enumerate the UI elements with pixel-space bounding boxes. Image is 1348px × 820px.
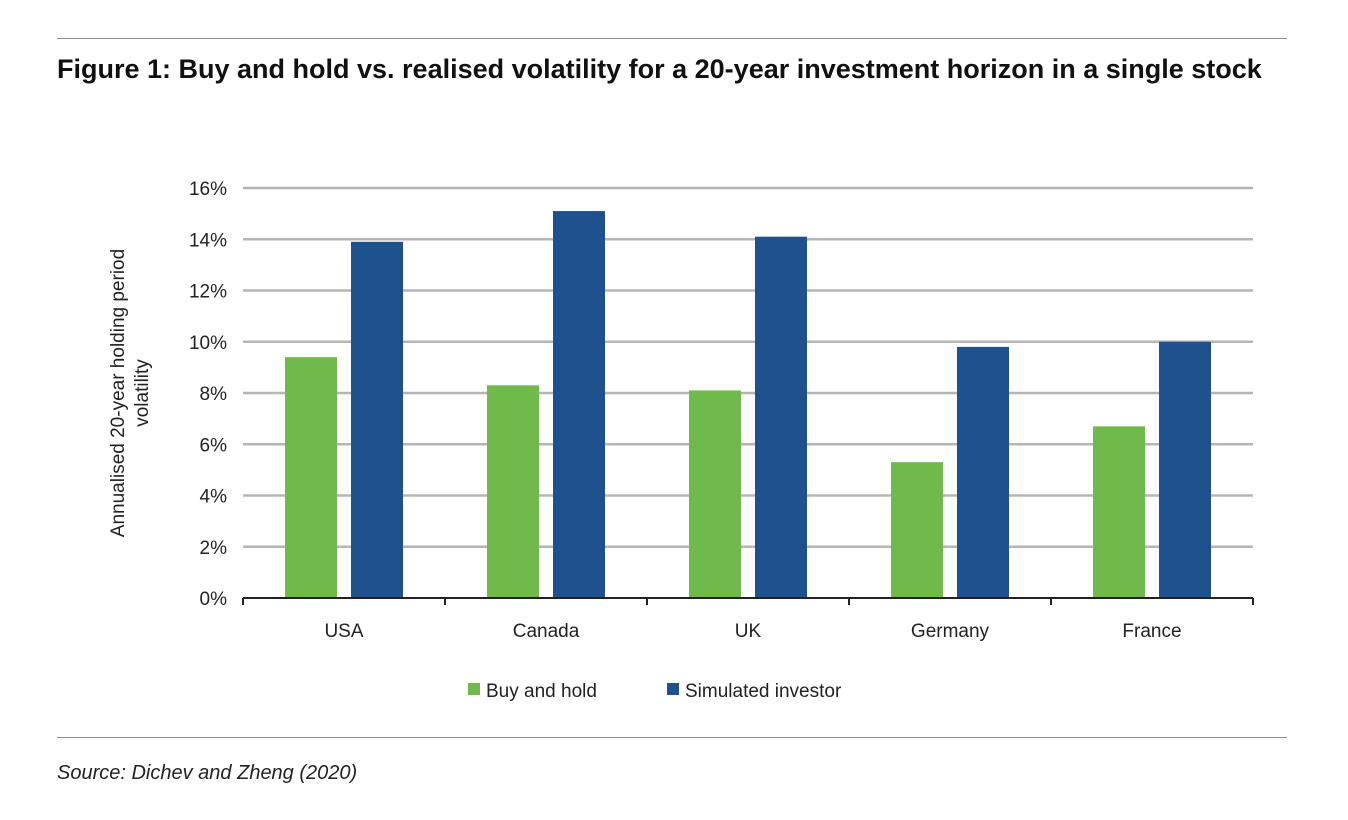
x-tick-label: France [1122,621,1181,642]
bar-buy-and-hold-uk [689,390,741,598]
source-note: Source: Dichev and Zheng (2020) [57,762,358,784]
legend-label: Simulated investor [685,681,842,702]
legend-label: Buy and hold [486,681,597,702]
legend-swatch [468,683,480,695]
x-tick-label: Canada [513,621,580,642]
y-tick-label: 10% [189,333,227,354]
y-tick-label: 0% [200,589,228,610]
bar-buy-and-hold-germany [891,462,943,598]
bar-simulated-investor-canada [553,211,605,598]
bottom-rule [57,737,1287,738]
y-axis-label: Annualised 20-year holding period volatil… [108,249,153,537]
x-tick-label: USA [324,621,363,642]
x-tick-label: UK [735,621,762,642]
bar-simulated-investor-usa [351,241,403,598]
figure-title: Figure 1: Buy and hold vs. realised vola… [57,54,1262,84]
bar-simulated-investor-germany [957,346,1009,598]
y-tick-label: 8% [200,384,228,405]
y-tick-label: 4% [200,487,228,508]
x-tick-label: Germany [911,621,990,642]
bar-buy-and-hold-france [1093,426,1145,598]
y-tick-label: 2% [200,538,228,559]
y-tick-label: 12% [189,282,227,303]
y-tick-label: 14% [189,230,227,251]
y-tick-label: 6% [200,435,228,456]
y-tick-label: 16% [189,179,227,200]
bar-buy-and-hold-usa [285,357,337,598]
bar-simulated-investor-uk [755,236,807,598]
bar-buy-and-hold-canada [487,385,539,598]
bar-simulated-investor-france [1159,341,1211,598]
legend-swatch [667,683,679,695]
top-rule [57,38,1287,39]
